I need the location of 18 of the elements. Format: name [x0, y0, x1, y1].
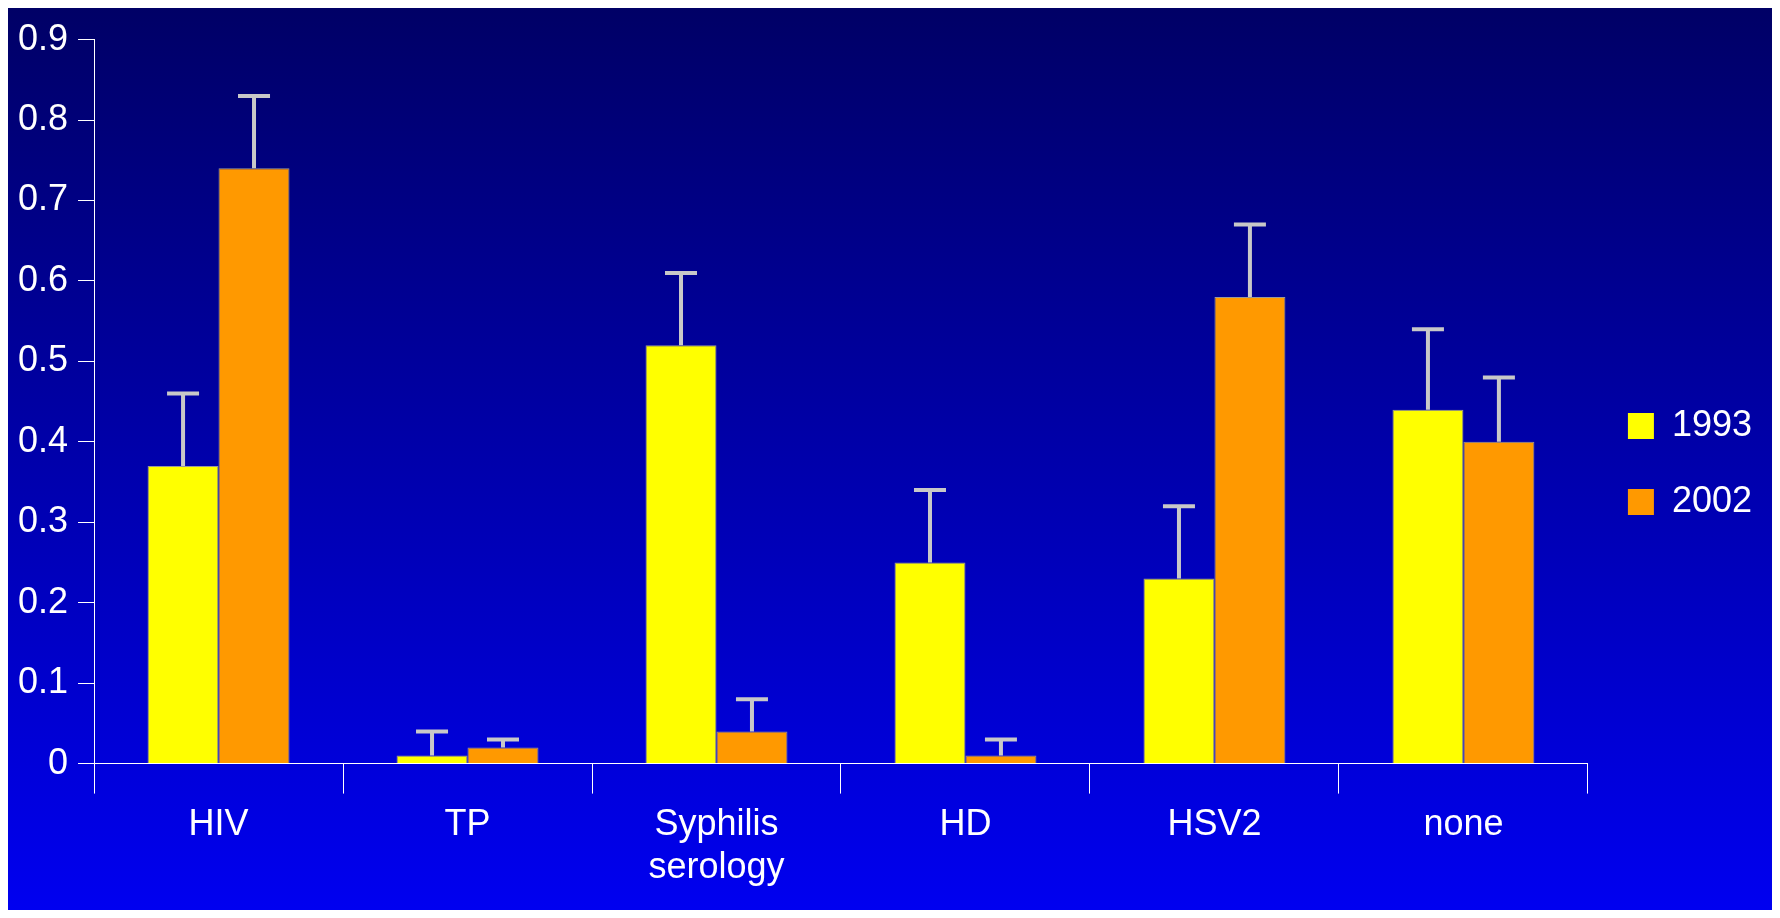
y-tick-label: 0.2 [18, 579, 69, 621]
y-tick-label: 0.8 [18, 96, 69, 138]
x-tick-label: none [1423, 802, 1504, 844]
y-tick-label: 0.6 [18, 257, 69, 299]
x-tick-label: TP [444, 802, 491, 844]
y-tick-label: 0.5 [18, 338, 69, 380]
y-tick-label: 0.9 [18, 16, 69, 58]
x-tick-label: Syphilis serology [648, 802, 785, 887]
y-tick-label: 0.7 [18, 177, 69, 219]
y-tick-label: 0 [48, 740, 69, 782]
y-tick-label: 0.3 [18, 499, 69, 541]
y-tick-label: 0.1 [18, 660, 69, 702]
x-tick-label: HSV2 [1167, 802, 1262, 844]
x-tick-label: HIV [188, 802, 249, 844]
x-tick-label: HD [939, 802, 992, 844]
legend-label: 1993 [1671, 402, 1753, 444]
y-tick-label: 0.4 [18, 418, 69, 460]
legend-label: 2002 [1671, 478, 1753, 520]
